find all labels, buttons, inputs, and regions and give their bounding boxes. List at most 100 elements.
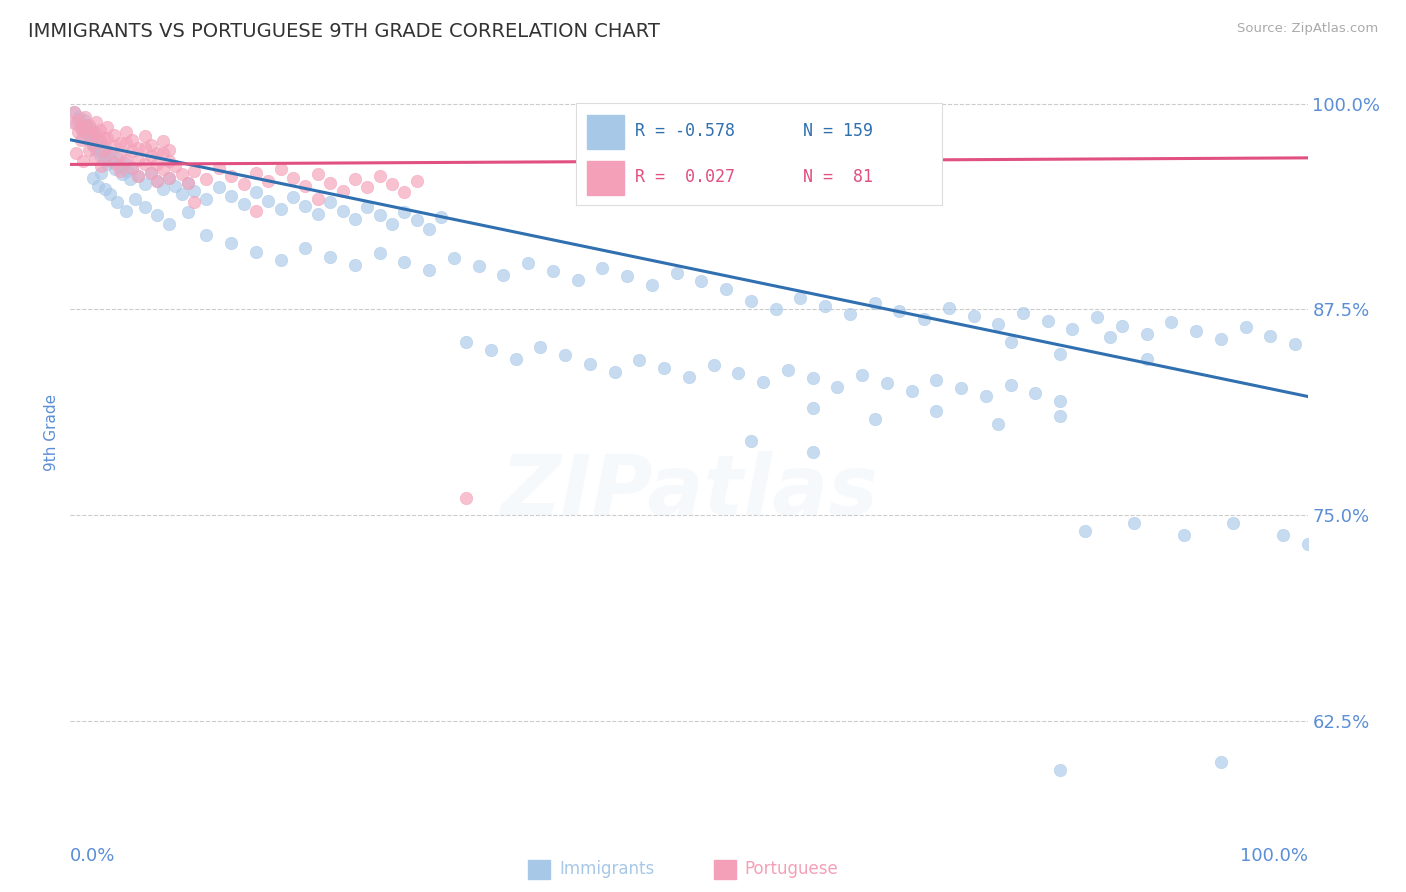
- Bar: [588, 115, 624, 149]
- Point: [70, 121, 93, 136]
- Point: [294, 198, 316, 212]
- Point: [67, 110, 90, 124]
- Text: IMMIGRANTS VS PORTUGUESE 9TH GRADE CORRELATION CHART: IMMIGRANTS VS PORTUGUESE 9TH GRADE CORRE…: [28, 22, 659, 41]
- Point: [1049, 346, 1071, 360]
- Point: [84, 135, 107, 149]
- Point: [77, 133, 100, 147]
- Point: [652, 361, 675, 376]
- Point: [1284, 336, 1306, 351]
- Point: [89, 147, 111, 161]
- Point: [70, 133, 93, 147]
- Text: 0.0%: 0.0%: [70, 847, 115, 865]
- Point: [368, 209, 391, 223]
- Point: [108, 159, 131, 173]
- Point: [91, 145, 114, 159]
- Point: [157, 170, 180, 185]
- Point: [111, 167, 134, 181]
- Point: [827, 379, 849, 393]
- Point: [987, 317, 1010, 331]
- Point: [77, 118, 100, 132]
- Point: [1222, 516, 1244, 530]
- Point: [121, 161, 143, 175]
- Point: [98, 145, 121, 160]
- Point: [394, 186, 416, 200]
- Point: [127, 169, 149, 183]
- Point: [232, 177, 254, 191]
- Point: [368, 246, 391, 260]
- Point: [170, 167, 193, 181]
- Point: [1036, 314, 1059, 328]
- Point: [1049, 763, 1071, 777]
- Point: [195, 172, 218, 186]
- Point: [405, 213, 427, 227]
- Point: [139, 137, 162, 152]
- Point: [876, 376, 898, 391]
- Point: [79, 121, 101, 136]
- Point: [96, 147, 118, 161]
- Point: [127, 169, 149, 183]
- Y-axis label: 9th Grade: 9th Grade: [44, 394, 59, 471]
- Point: [974, 389, 997, 403]
- Point: [94, 141, 117, 155]
- Point: [270, 162, 292, 177]
- Point: [727, 367, 749, 381]
- Point: [219, 169, 242, 183]
- Point: [394, 205, 416, 219]
- Point: [517, 256, 540, 270]
- Point: [479, 343, 502, 358]
- Point: [183, 184, 205, 198]
- Point: [270, 252, 292, 267]
- Point: [1136, 351, 1159, 366]
- Point: [82, 137, 104, 152]
- Point: [281, 190, 304, 204]
- Point: [82, 137, 104, 152]
- Point: [529, 340, 551, 354]
- Point: [98, 187, 121, 202]
- Text: 100.0%: 100.0%: [1240, 847, 1308, 865]
- Point: [307, 167, 329, 181]
- Text: ZIPatlas: ZIPatlas: [501, 451, 877, 533]
- Point: [72, 154, 94, 169]
- Point: [889, 304, 911, 318]
- Point: [1173, 527, 1195, 541]
- Point: [467, 260, 489, 274]
- Point: [232, 197, 254, 211]
- Point: [65, 116, 87, 130]
- Point: [851, 368, 873, 382]
- Point: [177, 176, 200, 190]
- Point: [96, 131, 118, 145]
- Point: [900, 384, 922, 399]
- Point: [307, 192, 329, 206]
- Text: N = 159: N = 159: [803, 122, 873, 140]
- Point: [343, 172, 366, 186]
- Point: [90, 159, 112, 173]
- Point: [75, 110, 97, 124]
- Point: [103, 156, 125, 170]
- Point: [177, 176, 200, 190]
- Point: [356, 200, 378, 214]
- Point: [157, 143, 180, 157]
- Point: [245, 203, 267, 218]
- Point: [134, 157, 156, 171]
- Point: [776, 363, 799, 377]
- Point: [183, 164, 205, 178]
- Point: [678, 369, 700, 384]
- Point: [93, 153, 115, 167]
- Point: [152, 135, 174, 149]
- Point: [1000, 378, 1022, 392]
- Point: [219, 188, 242, 202]
- Point: [146, 174, 169, 188]
- Point: [245, 186, 267, 200]
- Text: Source: ZipAtlas.com: Source: ZipAtlas.com: [1237, 22, 1378, 36]
- Point: [307, 207, 329, 221]
- Point: [65, 145, 87, 160]
- Point: [319, 250, 342, 264]
- Point: [165, 159, 187, 173]
- Point: [1049, 394, 1071, 409]
- Point: [183, 195, 205, 210]
- Point: [245, 244, 267, 259]
- Point: [134, 200, 156, 214]
- Point: [1062, 322, 1084, 336]
- Point: [1049, 409, 1071, 424]
- Point: [219, 236, 242, 251]
